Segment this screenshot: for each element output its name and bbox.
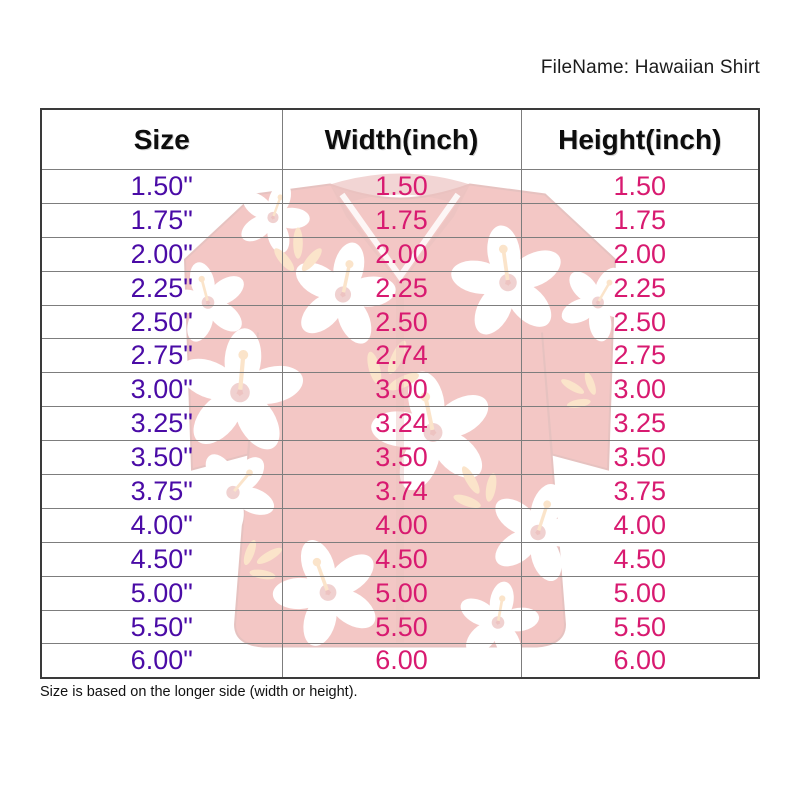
size-note: Size is based on the longer side (width … bbox=[40, 684, 358, 700]
width-cell: 2.25 bbox=[281, 270, 522, 306]
width-cell: 2.74 bbox=[281, 338, 522, 374]
table-header: Size Width(inch) Height(inch) bbox=[40, 108, 760, 170]
width-cell: 3.00 bbox=[281, 372, 522, 408]
table-row: 3.75" 3.74 3.75 bbox=[40, 474, 760, 509]
width-cell: 2.00 bbox=[281, 236, 522, 272]
height-cell: 5.00 bbox=[520, 575, 760, 611]
table-row: 5.50" 5.50 5.50 bbox=[40, 609, 760, 645]
size-cell: 4.00" bbox=[40, 507, 283, 543]
width-cell: 6.00 bbox=[281, 643, 522, 679]
table-row: 2.50" 2.50 2.50 bbox=[40, 304, 760, 340]
table-row: 4.50" 4.50 4.50 bbox=[40, 541, 760, 577]
height-cell: 4.00 bbox=[520, 507, 760, 543]
header-row: Size Width(inch) Height(inch) bbox=[40, 108, 760, 170]
height-cell: 4.50 bbox=[520, 541, 760, 577]
table-row: 6.00" 6.00 6.00 bbox=[40, 643, 760, 679]
height-cell: 1.50 bbox=[520, 169, 760, 204]
height-cell: 6.00 bbox=[520, 643, 760, 679]
header-size: Size bbox=[40, 108, 283, 170]
height-cell: 3.00 bbox=[520, 372, 760, 408]
width-cell: 3.24 bbox=[281, 406, 522, 442]
table-row: 2.25" 2.25 2.25 bbox=[40, 270, 760, 306]
width-cell: 5.50 bbox=[281, 609, 522, 645]
table-row: 5.00" 5.00 5.00 bbox=[40, 575, 760, 611]
size-cell: 1.50" bbox=[40, 169, 283, 204]
width-cell: 1.50 bbox=[281, 169, 522, 204]
table-row: 4.00" 4.00 4.00 bbox=[40, 507, 760, 543]
size-cell: 6.00" bbox=[40, 643, 283, 679]
size-cell: 3.50" bbox=[40, 440, 283, 476]
filename-text: FileName: Hawaiian Shirt bbox=[540, 57, 760, 78]
header-width: Width(inch) bbox=[281, 108, 522, 170]
height-cell: 2.25 bbox=[520, 270, 760, 306]
height-cell: 3.25 bbox=[520, 406, 760, 442]
size-cell: 5.00" bbox=[40, 575, 283, 611]
height-cell: 3.75 bbox=[520, 474, 760, 509]
table-body: 1.50" 1.50 1.50 1.75" 1.75 1.75 2.00" 2.00 2.00 2… bbox=[40, 169, 760, 679]
table-row: 1.75" 1.75 1.75 bbox=[40, 202, 760, 238]
table-row: 3.50" 3.50 3.50 bbox=[40, 440, 760, 476]
header-height: Height(inch) bbox=[520, 108, 760, 170]
width-cell: 1.75 bbox=[281, 202, 522, 238]
height-cell: 5.50 bbox=[520, 609, 760, 645]
height-cell: 2.00 bbox=[520, 236, 760, 272]
width-cell: 5.00 bbox=[281, 575, 522, 611]
table-row: 2.00" 2.00 2.00 bbox=[40, 236, 760, 272]
height-cell: 2.50 bbox=[520, 304, 760, 340]
width-cell: 4.50 bbox=[281, 541, 522, 577]
size-cell: 5.50" bbox=[40, 609, 283, 645]
size-cell: 2.00" bbox=[40, 236, 283, 272]
width-cell: 4.00 bbox=[281, 507, 522, 543]
size-cell: 4.50" bbox=[40, 541, 283, 577]
height-cell: 2.75 bbox=[520, 338, 760, 374]
size-cell: 3.25" bbox=[40, 406, 283, 442]
width-cell: 2.50 bbox=[281, 304, 522, 340]
table-row: 3.00" 3.00 3.00 bbox=[40, 372, 760, 408]
size-cell: 2.50" bbox=[40, 304, 283, 340]
size-cell: 3.00" bbox=[40, 372, 283, 408]
size-table: Size Width(inch) Height(inch) 1.50" 1.50 1… bbox=[40, 108, 760, 680]
size-cell: 3.75" bbox=[40, 474, 283, 509]
height-cell: 1.75 bbox=[520, 202, 760, 238]
table-row: 1.50" 1.50 1.50 bbox=[40, 169, 760, 204]
size-cell: 1.75" bbox=[40, 202, 283, 238]
size-cell: 2.25" bbox=[40, 270, 283, 306]
height-cell: 3.50 bbox=[520, 440, 760, 476]
width-cell: 3.50 bbox=[281, 440, 522, 476]
table-row: 2.75" 2.74 2.75 bbox=[40, 338, 760, 374]
table-row: 3.25" 3.24 3.25 bbox=[40, 406, 760, 442]
size-cell: 2.75" bbox=[40, 338, 283, 374]
width-cell: 3.74 bbox=[281, 474, 522, 509]
